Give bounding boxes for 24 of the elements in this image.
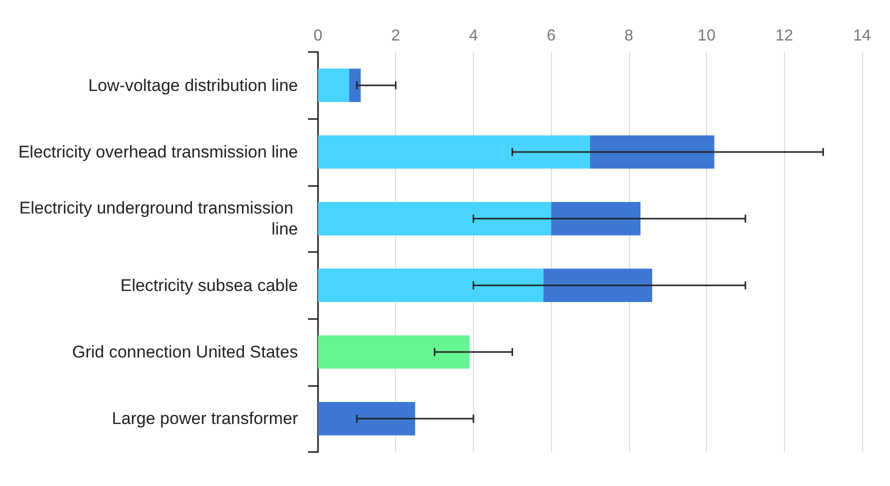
x-tick-label: 8 bbox=[624, 28, 634, 44]
bar bbox=[318, 335, 470, 369]
y-tick-label: Large power transformer bbox=[112, 409, 298, 428]
bar bbox=[318, 402, 416, 436]
x-tick-label: 14 bbox=[853, 28, 871, 44]
bar bbox=[543, 268, 652, 302]
bar bbox=[318, 202, 552, 236]
bar bbox=[551, 202, 641, 236]
y-tick-label: Electricity overhead transmission line bbox=[18, 142, 298, 162]
bar bbox=[318, 268, 544, 302]
y-tick-label: Grid connection United States bbox=[72, 342, 298, 362]
bar bbox=[318, 135, 590, 169]
x-tick-label: 12 bbox=[775, 28, 794, 44]
x-tick-label: 10 bbox=[698, 28, 716, 44]
x-tick-label: 2 bbox=[391, 28, 400, 44]
y-tick-label: Electricity subsea cable bbox=[120, 276, 298, 295]
bar bbox=[318, 68, 350, 102]
y-tick-label: Electricity underground transmission line bbox=[19, 198, 298, 239]
bar bbox=[349, 68, 361, 102]
x-tick-label: 0 bbox=[314, 28, 323, 44]
bar bbox=[590, 135, 714, 169]
x-tick-label: 4 bbox=[468, 28, 478, 44]
x-tick-label: 6 bbox=[546, 28, 556, 44]
y-tick-label: Low-voltage distribution line bbox=[88, 76, 298, 95]
